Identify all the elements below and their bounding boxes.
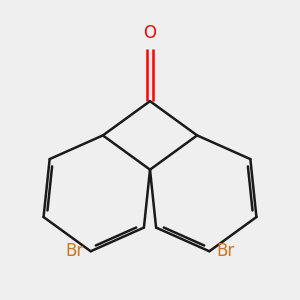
Text: O: O xyxy=(143,24,157,42)
Text: Br: Br xyxy=(65,242,84,260)
Text: Br: Br xyxy=(216,242,235,260)
